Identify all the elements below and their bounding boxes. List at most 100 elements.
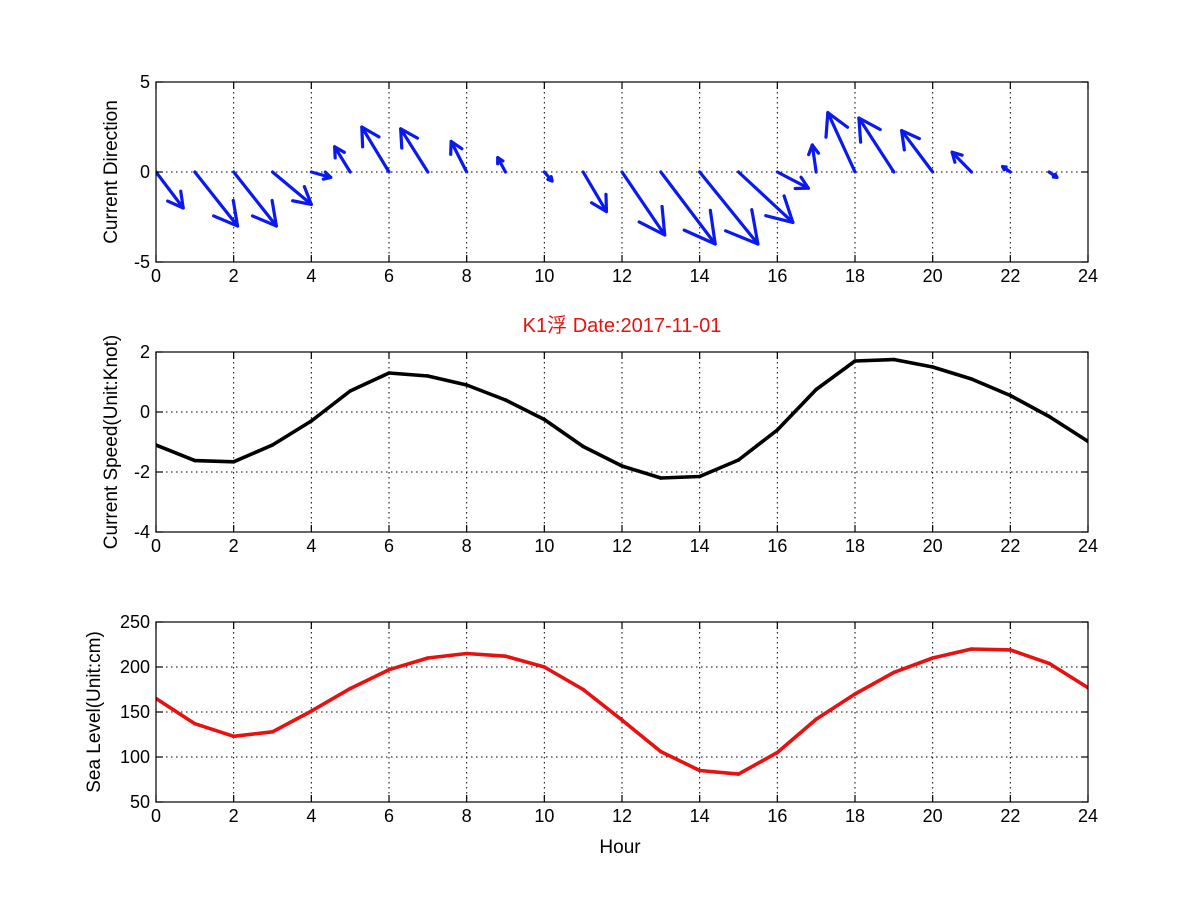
speed-data-point (387, 371, 391, 375)
direction-arrow (950, 150, 974, 174)
speed-xtick-label: 14 (690, 536, 710, 556)
arrow-head (166, 189, 185, 210)
sealevel-data-point (620, 718, 624, 722)
direction-arrow (1000, 165, 1012, 174)
direction-arrow (270, 170, 313, 206)
speed-data-point (426, 374, 430, 378)
speed-ytick-label: -2 (134, 462, 150, 482)
direction-arrow (156, 170, 185, 210)
sealevel-xtick-label: 24 (1078, 806, 1098, 826)
sealevel-data-point (775, 750, 780, 755)
speed-ytick-label: 0 (140, 402, 150, 422)
direction-arrow (542, 170, 554, 183)
speed-xtick-label: 4 (306, 536, 316, 556)
arrow-head (857, 116, 882, 144)
sealevel-ytick-label: 150 (120, 702, 150, 722)
sealevel-xtick-label: 2 (229, 806, 239, 826)
sealevel-data-point (1008, 648, 1013, 652)
figure-title: K1浮 Date:2017-11-01 (523, 314, 722, 337)
sealevel-data-point (193, 721, 197, 726)
direction-xtick-label: 18 (845, 266, 865, 286)
direction-arrow (857, 116, 896, 174)
speed-ytick-label: -4 (134, 522, 150, 542)
sealevel-xtick-label: 6 (384, 806, 394, 826)
arrow-shaft (826, 110, 857, 174)
sealevel-data-point (659, 749, 663, 754)
arrow-head (724, 208, 760, 246)
sealevel-data-point (542, 665, 547, 669)
speed-data-point (969, 377, 974, 381)
arrow-head (1051, 172, 1059, 179)
sealevel-data-point (814, 717, 818, 721)
speed-data-point (697, 474, 702, 479)
arrow-shaft (309, 170, 333, 179)
arrow-head (682, 208, 717, 246)
sealevel-data-point (231, 734, 236, 739)
arrow-head (250, 198, 278, 228)
arrow-head (589, 192, 609, 214)
speed-xtick-label: 12 (612, 536, 632, 556)
direction-xtick-label: 4 (306, 266, 316, 286)
speed-data-point (503, 398, 508, 402)
arrow-shaft (193, 170, 240, 228)
speed-data-point (1047, 414, 1051, 419)
arrow-shaft (950, 150, 974, 174)
arrow-head (824, 110, 850, 139)
current-speed-axes: 0 2 4 6 8 10 12 14 16 18 20 22 24-4-202 Current Spee… (101, 335, 1098, 556)
arrow-shaft (775, 170, 811, 190)
sealevel-data-point (503, 654, 508, 658)
sealevel-ytick-label: 200 (120, 657, 150, 677)
speed-data-point (659, 476, 663, 480)
direction-arrow (620, 170, 667, 237)
arrow-head (291, 185, 313, 206)
arrow-head (333, 145, 346, 160)
arrow-shaft (857, 116, 896, 174)
arrow-head (807, 143, 821, 157)
arrow-head (360, 125, 381, 149)
speed-data-point (309, 419, 314, 423)
arrow-head (546, 175, 554, 183)
arrow-shaft (810, 143, 818, 174)
direction-xtick-label: 12 (612, 266, 632, 286)
sealevel-data-point (969, 647, 974, 651)
direction-arrow (807, 143, 821, 174)
direction-xtick-label: 24 (1078, 266, 1098, 286)
arrow-head (764, 194, 795, 224)
direction-xtick-label: 6 (384, 266, 394, 286)
sealevel-data-point (426, 656, 430, 660)
speed-ytick-label: 2 (140, 342, 150, 362)
speed-data-point (542, 417, 547, 422)
arrow-shaft (449, 139, 469, 174)
current-direction-axes: 0 2 4 6 8 10 12 14 16 18 20 22 24-505 Current Direct… (101, 72, 1098, 286)
sealevel-ytick-label: 100 (120, 747, 150, 767)
sealevel-xtick-label: 16 (767, 806, 787, 826)
direction-arrow (581, 170, 609, 214)
direction-arrow (659, 170, 717, 246)
speed-xtick-label: 24 (1078, 536, 1098, 556)
speed-data-point (581, 444, 585, 449)
sealevel-data-point (387, 667, 391, 672)
direction-arrow (360, 125, 391, 174)
sealevel-xtick-label: 0 (151, 806, 161, 826)
arrow-shaft (333, 145, 352, 174)
current-speed-ylabel: Current Speed(Unit:Knot) (101, 335, 122, 549)
direction-xtick-label: 14 (690, 266, 710, 286)
sealevel-data-point (930, 656, 935, 660)
sealevel-data-point (853, 692, 857, 696)
speed-xtick-label: 6 (384, 536, 394, 556)
sealevel-data-point (736, 772, 741, 776)
direction-arrow (736, 170, 795, 224)
direction-arrow (899, 129, 935, 174)
sea-level-ylabel: Sea Level(Unit:cm) (84, 631, 105, 793)
arrow-shaft (736, 170, 795, 224)
speed-data-point (270, 443, 275, 447)
direction-arrow (698, 170, 760, 246)
direction-xtick-label: 22 (1000, 266, 1020, 286)
arrow-shaft (620, 170, 667, 237)
speed-xtick-label: 20 (923, 536, 943, 556)
arrow-head (950, 150, 964, 164)
speed-data-point (348, 389, 352, 393)
sealevel-data-point (892, 670, 896, 675)
